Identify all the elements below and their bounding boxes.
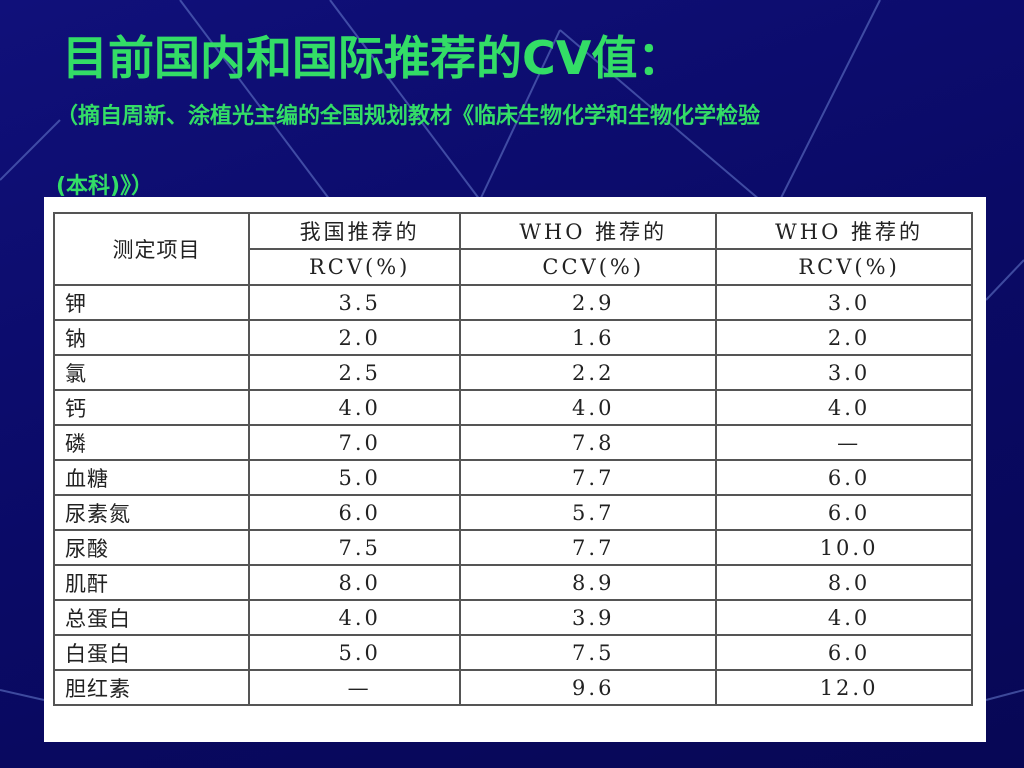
cv-value: 6.0 [715,459,973,496]
subtitle: (本科)》） [56,174,154,199]
table-row: 白蛋白 5.0 7.5 6.0 [53,634,973,671]
item-name: 胆红素 [53,669,250,706]
subtitle: （摘自周新、涂植光主编的全国规划教材《临床生物化学和生物化学检验 [56,104,761,129]
cv-value: 7.5 [459,634,718,671]
cv-value: 8.0 [715,564,973,601]
cv-value: 4.0 [715,389,973,426]
cv-value: 6.0 [715,494,973,531]
cv-value: 3.0 [715,284,973,321]
cv-value: 9.6 [459,669,718,706]
cv-value: 2.9 [459,284,718,321]
cv-value: — [247,669,462,706]
cv-value: 6.0 [715,634,973,671]
table-row: 尿素氮 6.0 5.7 6.0 [53,494,973,531]
table-row: 血糖 5.0 7.7 6.0 [53,459,973,496]
item-name: 钙 [53,389,250,426]
table-image: 测定项目 我国推荐的 WHO 推荐的 WHO 推荐的 RCV(%) CCV(%) RCV(%… [44,197,986,742]
table-row: 胆红素 —9.6 12.0 [53,669,973,706]
table-row: 总蛋白 4.0 3.9 4.0 [53,599,973,636]
cv-value: 4.0 [459,389,718,426]
table-row: 钾 3.5 2.9 3.0 [53,284,973,321]
cv-value: 1.6 [459,319,718,356]
item-name: 尿酸 [53,529,250,566]
table-row: 钠 2.0 1.6 2.0 [53,319,973,356]
cv-value: 8.0 [247,564,462,601]
header-cell: RCV(%) [715,248,973,286]
cv-table: 测定项目 我国推荐的 WHO 推荐的 WHO 推荐的 RCV(%) CCV(%) RCV(%… [53,212,973,706]
header-cell: 测定项目 [53,212,250,286]
cv-value: 10.0 [715,529,973,566]
cv-value: 7.7 [459,459,718,496]
table-row: 钙 4.0 4.0 4.0 [53,389,973,426]
cv-value: 2.0 [247,319,462,356]
header-cell: CCV(%) [459,248,718,286]
cv-value: 12.0 [715,669,973,706]
cv-value: 6.0 [247,494,462,531]
table-row: 尿酸 7.5 7.7 10.0 [53,529,973,566]
cv-value: 5.0 [247,634,462,671]
cv-value: 5.0 [247,459,462,496]
cv-value: 8.9 [459,564,718,601]
cv-value: 2.5 [247,354,462,391]
table-row: 磷 7.0 7.8— [53,424,973,461]
item-name: 磷 [53,424,250,461]
header-row: 测定项目 我国推荐的 WHO 推荐的 WHO 推荐的 [53,212,973,286]
cv-value: 2.2 [459,354,718,391]
item-name: 肌酐 [53,564,250,601]
cv-value: — [715,424,973,461]
cv-value: 7.5 [247,529,462,566]
cv-value: 4.0 [247,389,462,426]
header-cell: WHO 推荐的 [459,212,718,250]
item-name: 钾 [53,284,250,321]
item-name: 白蛋白 [53,634,250,671]
item-name: 氯 [53,354,250,391]
item-name: 血糖 [53,459,250,496]
item-name: 尿素氮 [53,494,250,531]
cv-value: 2.0 [715,319,973,356]
cv-value: 5.7 [459,494,718,531]
cv-value: 7.0 [247,424,462,461]
header-cell: WHO 推荐的 [715,212,973,250]
header-cell: RCV(%) [247,248,462,286]
item-name: 钠 [53,319,250,356]
cv-value: 4.0 [247,599,462,636]
header-cell: 我国推荐的 [247,212,462,250]
header-row: RCV(%) CCV(%) RCV(%) [54,248,973,286]
item-name: 总蛋白 [53,599,250,636]
table-row: 氯 2.5 2.2 3.0 [53,354,973,391]
cv-value: 4.0 [715,599,973,636]
slide-title: 目前国内和国际推荐的CV值： [62,31,684,85]
cv-value: 3.0 [715,354,973,391]
table-row: 肌酐 8.0 8.9 8.0 [53,564,973,601]
cv-value: 7.7 [459,529,718,566]
cv-value: 3.5 [247,284,462,321]
cv-value: 7.8 [459,424,718,461]
cv-value: 3.9 [459,599,718,636]
